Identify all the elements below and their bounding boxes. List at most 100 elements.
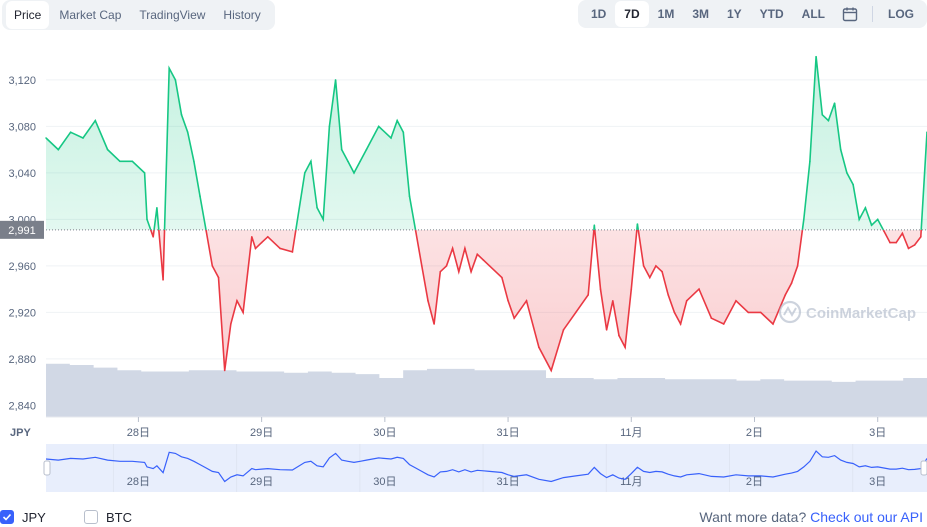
btc-checkbox[interactable] (84, 510, 98, 524)
time-range-selector: 1D 7D 1M 3M 1Y YTD ALL LOG (577, 0, 927, 28)
price-point (790, 282, 793, 285)
price-area-down (150, 229, 922, 371)
current-price-label: 2,991 (8, 225, 36, 237)
tab-price[interactable]: Price (6, 1, 50, 29)
y-tick-label: 2,960 (8, 261, 36, 273)
footer-text: Want more data? (699, 509, 807, 525)
price-point (464, 247, 466, 250)
range-1y[interactable]: 1Y (726, 7, 742, 21)
navigator-tick-label: 31日 (496, 476, 519, 488)
jpy-checkbox[interactable] (0, 510, 14, 524)
price-point (550, 369, 552, 372)
price-point (624, 346, 626, 349)
range-ytd[interactable]: YTD (759, 7, 784, 21)
range-buttons: 1D 7D 1M 3M 1Y YTD ALL (582, 1, 834, 27)
price-point (784, 294, 787, 296)
legend-btc[interactable]: BTC (84, 507, 132, 527)
x-tick-label: 29日 (250, 427, 273, 439)
price-point (45, 137, 47, 139)
price-point (396, 119, 398, 122)
price-point (883, 230, 885, 232)
price-point (876, 218, 879, 221)
price-point (217, 276, 220, 279)
price-point (673, 311, 676, 314)
legend-jpy[interactable]: JPY (0, 507, 46, 527)
navigator-left-handle (43, 460, 51, 476)
price-point (599, 288, 602, 290)
price-point (839, 148, 842, 151)
price-point (162, 279, 164, 281)
log-scale-button[interactable]: LOG (888, 7, 914, 21)
x-tick-label: 30日 (373, 427, 396, 439)
price-point (852, 183, 854, 186)
navigator-tick-label: 30日 (373, 476, 396, 488)
range-3m[interactable]: 3M (692, 7, 709, 21)
tab-market-cap[interactable]: Market Cap (59, 8, 122, 22)
price-point (735, 299, 737, 302)
coinmarketcap-watermark: CoinMarketCap (778, 300, 916, 324)
tab-tradingview[interactable]: TradingView (139, 8, 206, 22)
price-point (815, 55, 817, 58)
price-point (482, 259, 485, 261)
price-point (279, 247, 281, 250)
price-point (846, 172, 848, 174)
price-point (593, 224, 596, 226)
api-link[interactable]: Check out our API (810, 509, 923, 525)
price-line-up (46, 56, 927, 230)
price-point (186, 131, 189, 133)
navigator-background (46, 444, 927, 492)
current-price-tag (0, 220, 44, 239)
navigator-tick-label: 3日 (869, 476, 886, 488)
price-point (414, 230, 417, 232)
y-tick-label: 2,840 (8, 400, 36, 412)
price-point (82, 137, 84, 139)
price-chart[interactable]: 2,8402,8802,9202,9603,0003,0403,0803,120… (0, 0, 927, 500)
price-area-up (46, 56, 927, 230)
price-point (242, 311, 244, 314)
navigator-tick-label: 2日 (746, 476, 763, 488)
y-tick-label: 2,880 (8, 354, 36, 366)
price-point (106, 148, 109, 151)
price-point (445, 265, 448, 267)
price-point (685, 299, 688, 302)
price-point (833, 102, 836, 104)
y-tick-label: 3,040 (8, 168, 36, 180)
price-point (772, 323, 774, 325)
price-point (618, 334, 620, 337)
price-point (143, 172, 146, 174)
range-1m[interactable]: 1M (657, 7, 675, 21)
price-point (642, 265, 645, 267)
navigator-tick-label: 28日 (127, 476, 150, 488)
price-point (864, 206, 867, 209)
price-point (575, 311, 577, 314)
chart-type-tabs: Price Market Cap TradingView History (2, 0, 275, 30)
price-point (722, 323, 725, 325)
calendar-icon[interactable] (834, 2, 866, 26)
range-all[interactable]: ALL (801, 7, 825, 21)
price-point (698, 288, 700, 290)
legend-label-jpy: JPY (22, 509, 46, 525)
price-point (889, 241, 891, 244)
price-point (168, 67, 171, 70)
currency-axis-label: JPY (10, 427, 31, 439)
price-point (870, 224, 873, 226)
price-point (655, 265, 657, 267)
navigator-line (45, 450, 927, 483)
price-point (611, 299, 614, 302)
price-point (303, 172, 306, 174)
range-1d[interactable]: 1D (590, 7, 607, 21)
x-tick-label: 31日 (496, 427, 519, 439)
price-point (377, 125, 380, 128)
price-point (94, 119, 97, 122)
price-point (340, 148, 343, 151)
price-point (895, 241, 897, 244)
tab-history[interactable]: History (223, 8, 261, 22)
price-point (69, 131, 72, 133)
price-point (205, 230, 207, 232)
price-point (402, 131, 405, 133)
x-tick-label: 28日 (127, 427, 150, 439)
price-point (390, 137, 392, 139)
price-point (236, 299, 238, 302)
price-point (131, 160, 134, 163)
range-7d[interactable]: 7D (615, 1, 649, 27)
